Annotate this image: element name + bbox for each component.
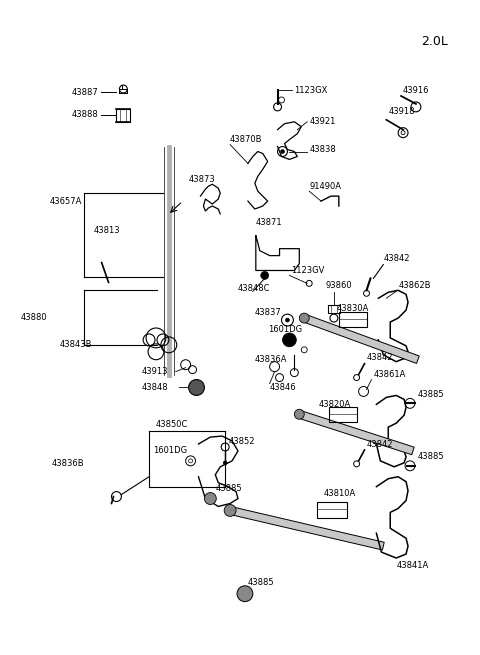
Text: 43813: 43813 [94,227,120,235]
Text: 43871: 43871 [256,218,282,227]
Circle shape [223,461,227,465]
Circle shape [280,149,285,153]
Text: 43846: 43846 [270,383,296,392]
Circle shape [224,504,236,516]
Text: 43885: 43885 [248,578,275,588]
Text: 43880: 43880 [21,312,47,322]
Text: 2.0L: 2.0L [420,35,447,48]
Bar [328,305,340,313]
Bar [339,312,367,327]
Text: 1123GV: 1123GV [291,266,325,275]
Text: 1601DG: 1601DG [153,447,187,455]
Text: 43862B: 43862B [398,281,431,290]
Text: 43848C: 43848C [238,284,271,293]
Circle shape [286,318,289,322]
Text: 43848: 43848 [141,383,168,392]
Bar [329,407,357,422]
Text: 43918: 43918 [388,107,415,117]
Circle shape [261,271,269,280]
Polygon shape [298,411,414,455]
Text: 43887: 43887 [72,88,99,96]
Text: 43842: 43842 [367,353,393,362]
Text: 43657A: 43657A [49,196,82,206]
Bar [117,109,130,122]
Text: 43820A: 43820A [319,400,351,409]
Polygon shape [303,314,419,364]
Text: 43843B: 43843B [59,341,92,349]
Text: 1123GX: 1123GX [294,86,328,94]
Text: 43836B: 43836B [51,459,84,468]
Text: 43916: 43916 [403,86,430,94]
Text: 91490A: 91490A [309,181,341,191]
Text: 43870B: 43870B [230,135,263,144]
Text: 93860: 93860 [325,281,352,290]
Text: 43873: 43873 [189,175,216,184]
Text: 43842: 43842 [384,254,410,263]
Text: 43888: 43888 [72,110,99,119]
Text: 43850C: 43850C [156,420,188,428]
Text: 43830A: 43830A [337,304,369,312]
Text: 43885: 43885 [418,453,444,461]
Polygon shape [229,506,384,550]
Text: 43885: 43885 [418,390,444,399]
Text: 1601DG: 1601DG [268,326,302,335]
Circle shape [237,586,253,602]
Circle shape [204,493,216,504]
Circle shape [294,409,304,419]
Text: 43921: 43921 [309,117,336,126]
Circle shape [300,313,309,323]
Text: 43838: 43838 [309,145,336,154]
Text: 43913: 43913 [141,367,168,376]
Bar [317,502,347,518]
Circle shape [283,333,296,347]
Text: 43836A: 43836A [255,355,288,364]
Circle shape [189,379,204,396]
Text: 43842: 43842 [367,440,393,449]
Text: 43852: 43852 [228,436,254,445]
Text: 43861A: 43861A [373,370,406,379]
Text: 43841A: 43841A [396,561,429,571]
Text: 43837: 43837 [255,308,282,316]
Text: 43885: 43885 [216,484,242,493]
Text: 43810A: 43810A [324,489,356,498]
